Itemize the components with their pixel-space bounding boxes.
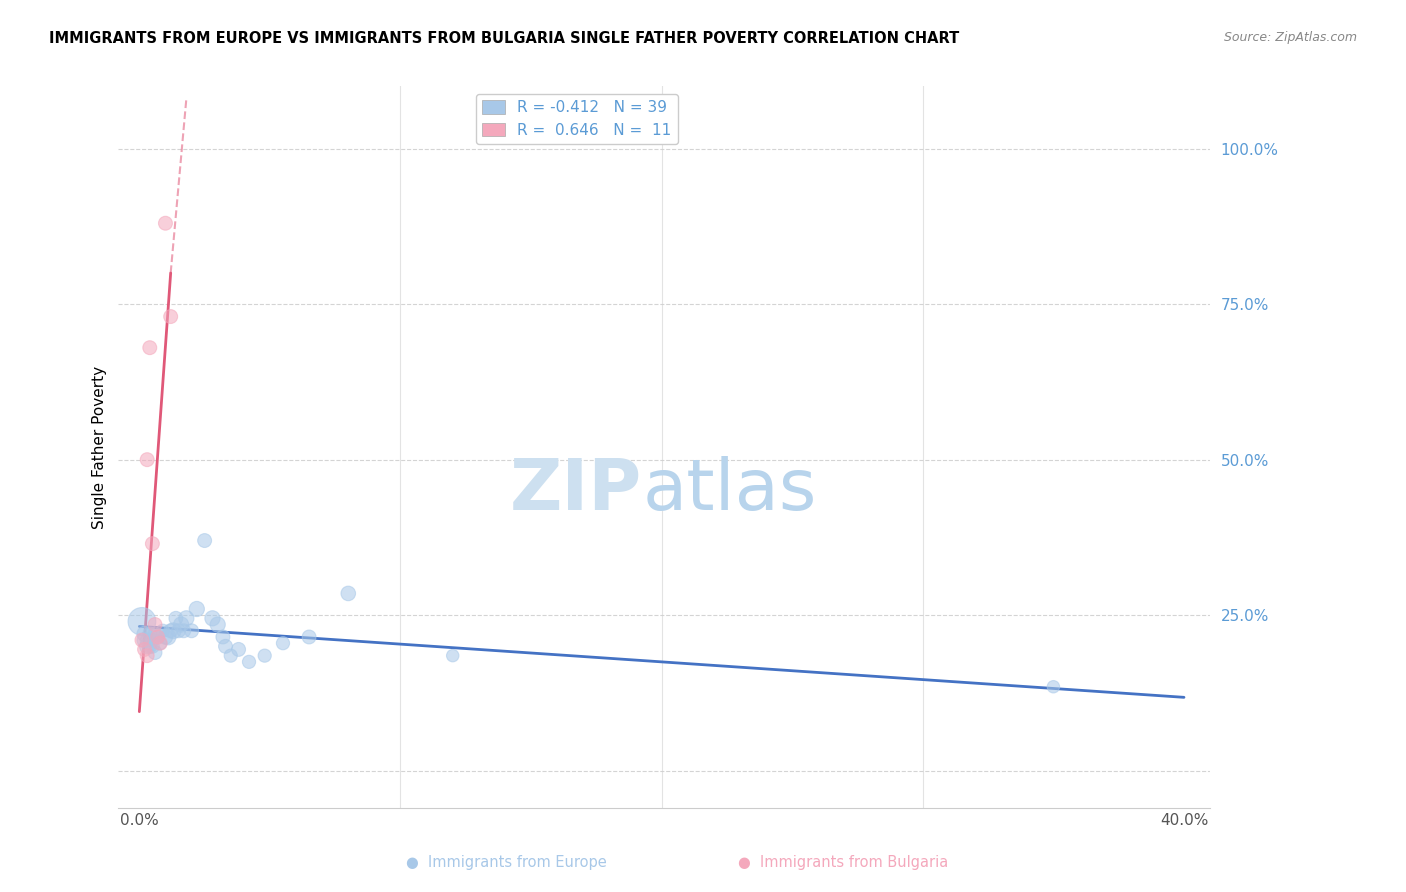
Point bbox=[136, 633, 159, 648]
Point bbox=[134, 633, 156, 648]
Point bbox=[1042, 680, 1064, 694]
Point bbox=[134, 627, 156, 641]
Point bbox=[337, 586, 360, 600]
Point bbox=[143, 617, 166, 632]
Point bbox=[149, 636, 172, 650]
Point bbox=[139, 341, 162, 355]
Point bbox=[146, 630, 169, 644]
Point bbox=[219, 648, 242, 663]
Point bbox=[186, 602, 208, 616]
Text: ZIP: ZIP bbox=[510, 456, 643, 525]
Text: ●  Immigrants from Europe: ● Immigrants from Europe bbox=[406, 855, 606, 870]
Point bbox=[143, 646, 166, 660]
Point bbox=[271, 636, 294, 650]
Point bbox=[141, 633, 163, 648]
Point bbox=[170, 617, 193, 632]
Text: ●  Immigrants from Bulgaria: ● Immigrants from Bulgaria bbox=[738, 855, 949, 870]
Point bbox=[139, 640, 162, 654]
Text: IMMIGRANTS FROM EUROPE VS IMMIGRANTS FROM BULGARIA SINGLE FATHER POVERTY CORRELA: IMMIGRANTS FROM EUROPE VS IMMIGRANTS FRO… bbox=[49, 31, 959, 46]
Point bbox=[155, 216, 177, 230]
Legend: R = -0.412   N = 39, R =  0.646   N =  11: R = -0.412 N = 39, R = 0.646 N = 11 bbox=[477, 94, 678, 144]
Point bbox=[136, 648, 159, 663]
Point bbox=[180, 624, 202, 638]
Text: Source: ZipAtlas.com: Source: ZipAtlas.com bbox=[1223, 31, 1357, 45]
Point bbox=[253, 648, 276, 663]
Point bbox=[162, 624, 184, 638]
Point bbox=[149, 636, 172, 650]
Point bbox=[141, 536, 163, 550]
Point bbox=[155, 630, 177, 644]
Point bbox=[194, 533, 217, 548]
Point bbox=[134, 642, 156, 657]
Point bbox=[167, 624, 190, 638]
Point bbox=[159, 624, 181, 638]
Point bbox=[298, 630, 321, 644]
Point bbox=[136, 452, 159, 467]
Point bbox=[159, 310, 181, 324]
Point bbox=[176, 611, 198, 625]
Point bbox=[157, 630, 180, 644]
Point bbox=[143, 627, 166, 641]
Point bbox=[136, 640, 159, 654]
Text: atlas: atlas bbox=[643, 456, 817, 525]
Point bbox=[441, 648, 464, 663]
Point bbox=[152, 624, 174, 638]
Point bbox=[238, 655, 260, 669]
Point bbox=[173, 624, 195, 638]
Point bbox=[139, 627, 162, 641]
Y-axis label: Single Father Poverty: Single Father Poverty bbox=[93, 366, 107, 529]
Point bbox=[214, 640, 236, 654]
Point bbox=[212, 630, 235, 644]
Point bbox=[201, 611, 224, 625]
Point bbox=[165, 611, 187, 625]
Point bbox=[146, 630, 169, 644]
Point bbox=[228, 642, 250, 657]
Point bbox=[131, 633, 153, 648]
Point bbox=[207, 617, 229, 632]
Point bbox=[131, 615, 153, 629]
Point bbox=[141, 640, 163, 654]
